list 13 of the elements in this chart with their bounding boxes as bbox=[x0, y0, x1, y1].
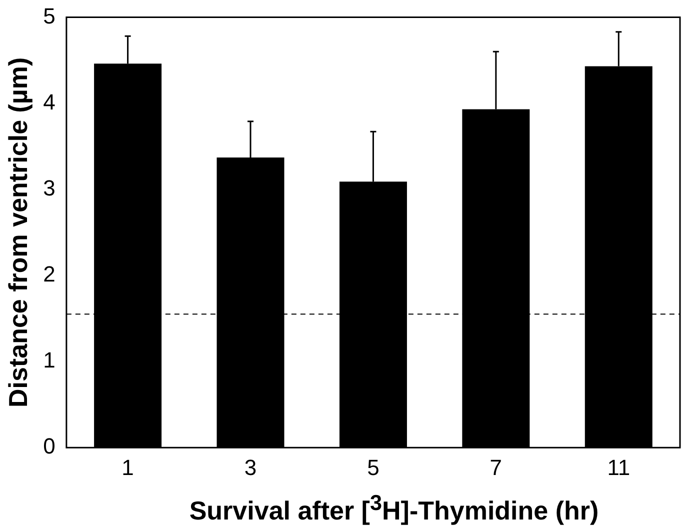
x-tick-label: 3 bbox=[244, 454, 257, 480]
x-tick-label: 1 bbox=[122, 454, 134, 480]
x-tick-label: 7 bbox=[490, 454, 502, 480]
x-tick-label: 11 bbox=[607, 454, 630, 480]
y-tick-label: 0 bbox=[43, 434, 56, 459]
x-tick-label: 5 bbox=[367, 454, 380, 480]
y-tick-label: 4 bbox=[43, 89, 56, 114]
y-tick-label: 2 bbox=[43, 262, 56, 287]
y-tick-label: 3 bbox=[43, 175, 56, 200]
y-tick-label: 1 bbox=[43, 348, 56, 373]
x-axis-title: Survival after [$^{3}$H]-Thymidine (hr) bbox=[188, 489, 600, 526]
y-tick-label: 5 bbox=[43, 3, 56, 28]
y-axis-title: Distance from ventricle (µm) bbox=[2, 57, 33, 408]
